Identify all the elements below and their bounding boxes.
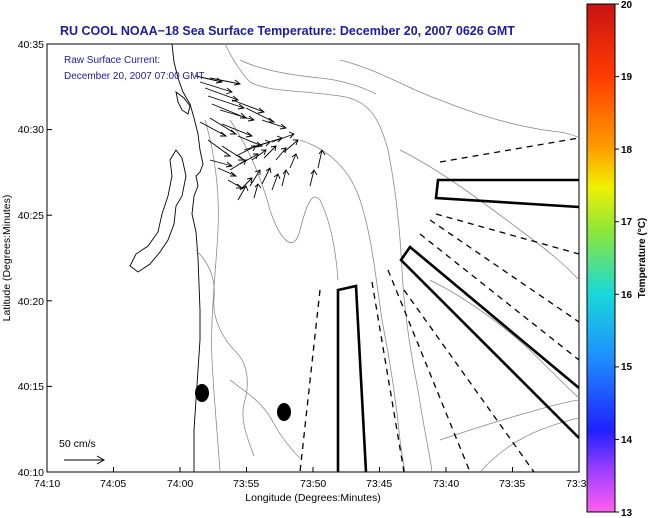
colorbar-label: Temperature (°C)	[637, 218, 648, 299]
colorbar-gradient	[586, 3, 616, 513]
x-tick-label: 73:3	[566, 478, 587, 490]
current-label: Raw Surface Current:	[64, 55, 160, 66]
x-tick-label: 73:35	[499, 478, 525, 490]
x-axis: 74:10 74:05 74:00 73:55 73:50 73:45 73:4…	[34, 467, 587, 504]
y-tick-label: 40:30	[18, 124, 44, 136]
y-tick-label: 40:10	[18, 467, 44, 479]
x-tick-label: 73:55	[233, 478, 259, 490]
y-axis-label: Latitude (Degrees:Minutes)	[1, 195, 13, 322]
x-tick-label: 74:00	[167, 478, 193, 490]
bathymetry-contours	[195, 43, 580, 473]
colorbar-tick: 20	[621, 0, 633, 11]
colorbar-tick: 16	[621, 290, 633, 301]
lane-separation-dashes	[299, 137, 580, 473]
buoy-marker	[277, 403, 291, 421]
figure-title: RU COOL NOAA−18 Sea Surface Temperature:…	[60, 24, 515, 38]
colorbar-tick: 13	[621, 508, 633, 518]
map-plot-area: 50 cm/s Raw Surface Current: December 20…	[46, 43, 580, 473]
scale-label: 50 cm/s	[59, 438, 96, 450]
coastline	[171, 43, 204, 472]
x-tick-label: 73:40	[433, 478, 459, 490]
coastline-bay	[129, 149, 187, 273]
lane-south	[336, 284, 368, 473]
shipping-lanes	[336, 178, 580, 473]
colorbar-tick: 19	[621, 72, 633, 83]
y-tick-label: 40:25	[18, 210, 44, 222]
surface-current-vectors	[195, 75, 326, 201]
x-tick-label: 73:45	[366, 478, 392, 490]
y-tick-label: 40:20	[18, 296, 44, 308]
lane-east	[434, 178, 580, 209]
x-tick-label: 74:05	[100, 478, 126, 490]
x-tick-label: 73:50	[300, 478, 326, 490]
x-axis-label: Longitude (Degrees:Minutes)	[245, 492, 380, 504]
colorbar-tick: 14	[621, 435, 633, 446]
y-axis: 40:35 40:30 40:25 40:20 40:15 40:10 Lati…	[1, 39, 52, 479]
colorbar-tick: 18	[621, 145, 633, 156]
colorbar-tick: 17	[621, 217, 633, 228]
y-tick-label: 40:35	[18, 39, 44, 51]
coastline-sandy-hook	[175, 90, 191, 115]
x-tick-label: 74:10	[34, 478, 60, 490]
y-tick-label: 40:15	[18, 381, 44, 393]
current-scale: 50 cm/s	[59, 438, 106, 465]
current-timestamp: December 20, 2007 07:00 GMT	[64, 71, 205, 82]
lane-southeast	[399, 245, 580, 439]
temperature-colorbar: 20 19 18 17 16 15 14 13 Temperature (°C)	[586, 0, 648, 518]
buoy-marker	[195, 384, 209, 402]
colorbar-tick: 15	[621, 362, 633, 373]
